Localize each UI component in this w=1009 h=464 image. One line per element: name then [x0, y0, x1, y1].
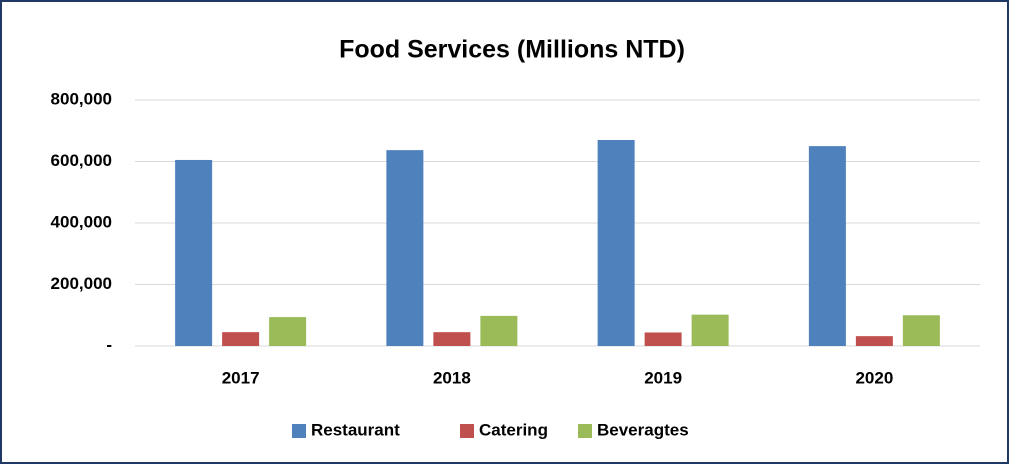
- legend-label: Beveragtes: [597, 420, 689, 439]
- chart-title: Food Services (Millions NTD): [339, 36, 685, 64]
- y-tick-label: 200,000: [51, 274, 112, 293]
- y-tick-label: -: [106, 335, 112, 354]
- bar: [902, 315, 940, 346]
- bar: [855, 336, 893, 346]
- y-tick-label: 600,000: [51, 151, 112, 170]
- legend-label: Catering: [479, 420, 548, 439]
- legend-swatch: [578, 424, 592, 438]
- x-tick-label: 2018: [433, 368, 471, 387]
- bar: [597, 139, 635, 346]
- x-tick-label: 2019: [644, 368, 682, 387]
- x-tick-label: 2020: [855, 368, 893, 387]
- bar: [644, 332, 682, 346]
- bar: [691, 314, 729, 346]
- bar: [480, 315, 518, 346]
- bar: [269, 317, 307, 346]
- bar: [433, 332, 471, 346]
- y-tick-label: 400,000: [51, 212, 112, 231]
- bar: [175, 159, 213, 346]
- y-tick-label: 800,000: [51, 89, 112, 108]
- bar: [386, 150, 424, 346]
- bar: [222, 332, 260, 346]
- legend-swatch: [460, 424, 474, 438]
- bar: [808, 146, 846, 346]
- legend-label: Restaurant: [311, 420, 400, 439]
- x-tick-label: 2017: [222, 368, 260, 387]
- legend-swatch: [292, 424, 306, 438]
